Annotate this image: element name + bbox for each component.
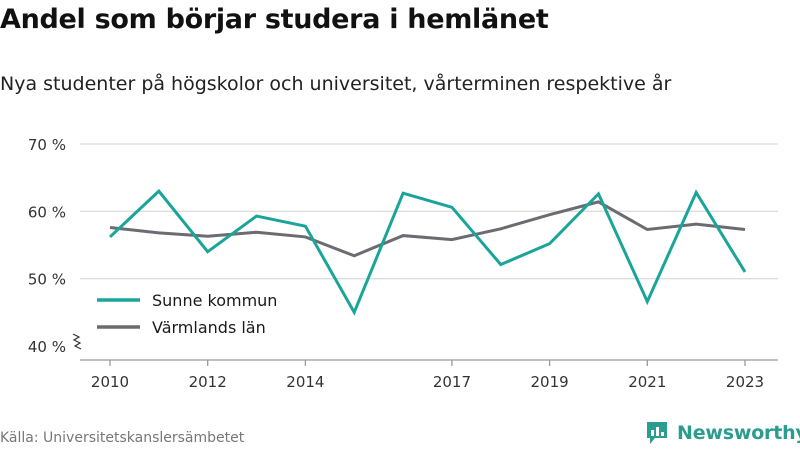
grid-lines xyxy=(80,143,778,280)
legend-label: Värmlands län xyxy=(152,318,266,337)
legend-label: Sunne kommun xyxy=(152,291,277,310)
x-tick-label: 2019 xyxy=(531,373,569,391)
x-tick-label: 2012 xyxy=(189,373,227,391)
x-tick-label: 2017 xyxy=(433,373,471,391)
newsworthy-logo-icon xyxy=(647,422,667,444)
x-tick-label: 2023 xyxy=(726,373,764,391)
y-tick-label: 60 % xyxy=(28,203,66,221)
x-tick-label: 2021 xyxy=(628,373,666,391)
y-tick-label: 50 % xyxy=(28,271,66,289)
chart-title: Andel som börjar studera i hemlänet xyxy=(0,4,549,35)
x-axis: 2010 2012 2014 2017 2019 2021 2023 xyxy=(80,359,778,391)
legend: Sunne kommun Värmlands län xyxy=(88,286,300,346)
series-lines xyxy=(108,188,747,316)
axis-break-icon xyxy=(72,333,82,350)
source-note: Källa: Universitetskanslersämbetet xyxy=(0,430,245,446)
line-chart: 40 % 50 % 60 % 70 % 2010 2012 2014 2017 2019 202… xyxy=(28,136,778,391)
series-line-v-rmlands-l-n xyxy=(109,200,746,258)
y-tick-label: 40 % xyxy=(28,338,66,356)
brand-name: Newsworthy xyxy=(677,422,800,444)
legend-background xyxy=(88,286,300,346)
brand-logo[interactable]: Newsworthy xyxy=(645,420,800,446)
y-tick-label: 70 % xyxy=(28,136,66,154)
chart-subtitle: Nya studenter på högskolor och universit… xyxy=(0,73,672,95)
series-line-sunne-kommun xyxy=(108,188,747,316)
x-tick-label: 2010 xyxy=(91,373,129,391)
y-axis-ticks: 40 % 50 % 60 % 70 % xyxy=(28,136,82,356)
x-tick-label: 2014 xyxy=(286,373,324,391)
